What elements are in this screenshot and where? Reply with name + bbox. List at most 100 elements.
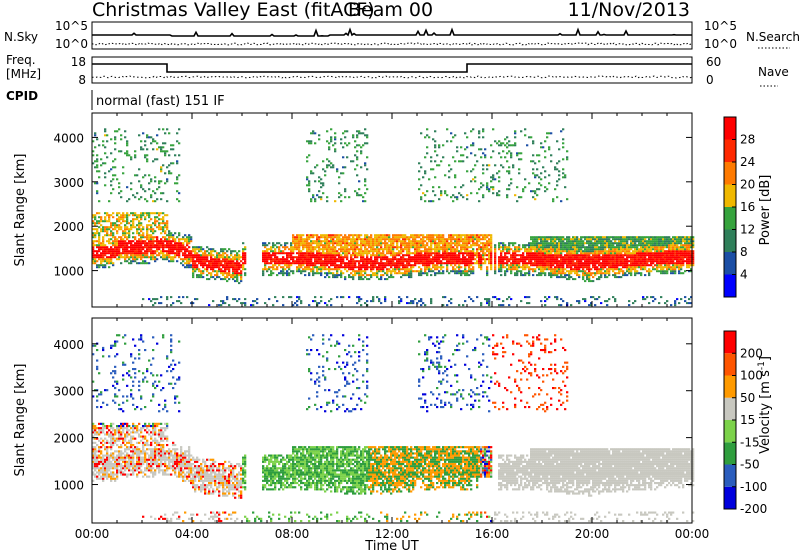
heatmap-cell	[622, 258, 625, 261]
heatmap-cell	[328, 236, 331, 239]
heatmap-cell	[192, 248, 195, 251]
heatmap-cell	[194, 270, 197, 273]
heatmap-cell	[516, 154, 519, 157]
heatmap-cell	[418, 246, 421, 249]
heatmap-cell	[358, 300, 361, 303]
heatmap-cell	[548, 244, 551, 247]
heatmap-cell	[600, 264, 603, 267]
heatmap-cell	[364, 236, 367, 239]
heatmap-cell	[190, 258, 193, 261]
freq-label-line1: Freq.	[6, 53, 36, 67]
heatmap-cell	[370, 258, 373, 261]
heatmap-cell	[406, 296, 409, 299]
heatmap-cell	[126, 236, 129, 239]
heatmap-cell	[442, 240, 445, 243]
heatmap-cell	[432, 234, 435, 237]
heatmap-cell	[222, 302, 225, 305]
nsky-panel: N.Sky 10^5 10^0 10^5 10^0 N.Search	[4, 19, 800, 51]
heatmap-cell	[424, 172, 427, 175]
heatmap-cell	[200, 260, 203, 263]
heatmap-cell	[130, 244, 133, 247]
heatmap-cell	[566, 278, 569, 281]
heatmap-cell	[236, 262, 239, 265]
heatmap-cell	[390, 242, 393, 245]
heatmap-cell	[122, 230, 125, 233]
heatmap-cell	[552, 274, 555, 277]
heatmap-cell	[316, 262, 319, 265]
heatmap-cell	[104, 162, 107, 165]
heatmap-cell	[156, 220, 159, 223]
heatmap-cell	[100, 262, 103, 265]
heatmap-cell	[498, 264, 501, 267]
heatmap-cell	[120, 246, 123, 249]
heatmap-cell	[160, 150, 163, 153]
heatmap-cell	[360, 254, 363, 257]
heatmap-cell	[406, 248, 409, 251]
heatmap-cell	[598, 238, 601, 241]
heatmap-cell	[150, 228, 153, 231]
heatmap-cell	[396, 272, 399, 275]
heatmap-cell	[296, 260, 299, 263]
heatmap-cell	[206, 266, 209, 269]
heatmap-cell	[440, 254, 443, 257]
heatmap-cell	[138, 216, 141, 219]
heatmap-cell	[378, 236, 381, 239]
heatmap-cell	[546, 238, 549, 241]
heatmap-cell	[514, 254, 517, 257]
heatmap-cell	[324, 240, 327, 243]
heatmap-cell	[546, 242, 549, 245]
heatmap-cell	[94, 232, 97, 235]
heatmap-cell	[550, 260, 553, 263]
heatmap-cell	[338, 266, 341, 269]
heatmap-cell	[106, 258, 109, 261]
heatmap-cell	[328, 160, 331, 163]
heatmap-cell	[602, 254, 605, 257]
heatmap-cell	[210, 264, 213, 267]
heatmap-cell	[588, 258, 591, 261]
heatmap-cell	[400, 300, 403, 303]
heatmap-cell	[340, 242, 343, 245]
heatmap-cell	[494, 296, 497, 299]
heatmap-cell	[600, 252, 603, 255]
heatmap-cell	[378, 266, 381, 269]
heatmap-cell	[162, 226, 165, 229]
heatmap-cell	[586, 236, 589, 239]
heatmap-cell	[568, 276, 571, 279]
heatmap-cell	[272, 268, 275, 271]
heatmap-cell	[178, 256, 181, 259]
heatmap-cell	[106, 228, 109, 231]
heatmap-cell	[330, 238, 333, 241]
heatmap-cell	[530, 248, 533, 251]
heatmap-cell	[568, 252, 571, 255]
heatmap-cell	[396, 242, 399, 245]
heatmap-cell	[546, 268, 549, 271]
heatmap-cell	[146, 234, 149, 237]
heatmap-cell	[434, 160, 437, 163]
heatmap-cell	[374, 234, 377, 237]
heatmap-cell	[420, 260, 423, 263]
heatmap-cell	[186, 250, 189, 253]
heatmap-cell	[144, 198, 147, 201]
heatmap-cell	[410, 268, 413, 271]
heatmap-cell	[210, 248, 213, 251]
heatmap-cell	[440, 256, 443, 259]
heatmap-cell	[418, 270, 421, 273]
heatmap-cell	[162, 146, 165, 149]
heatmap-cell	[170, 242, 173, 245]
heatmap-cell	[474, 242, 477, 245]
heatmap-cell	[380, 276, 383, 279]
heatmap-cell	[558, 148, 561, 151]
heatmap-cell	[208, 266, 211, 269]
heatmap-cell	[362, 250, 365, 253]
heatmap-cell	[544, 250, 547, 253]
heatmap-cell	[426, 254, 429, 257]
heatmap-cell	[444, 296, 447, 299]
heatmap-cell	[614, 274, 617, 277]
heatmap-cell	[510, 266, 513, 269]
heatmap-cell	[270, 256, 273, 259]
heatmap-cell	[318, 258, 321, 261]
heatmap-cell	[458, 268, 461, 271]
heatmap-cell	[202, 256, 205, 259]
heatmap-cell	[352, 270, 355, 273]
heatmap-cell	[466, 254, 469, 257]
